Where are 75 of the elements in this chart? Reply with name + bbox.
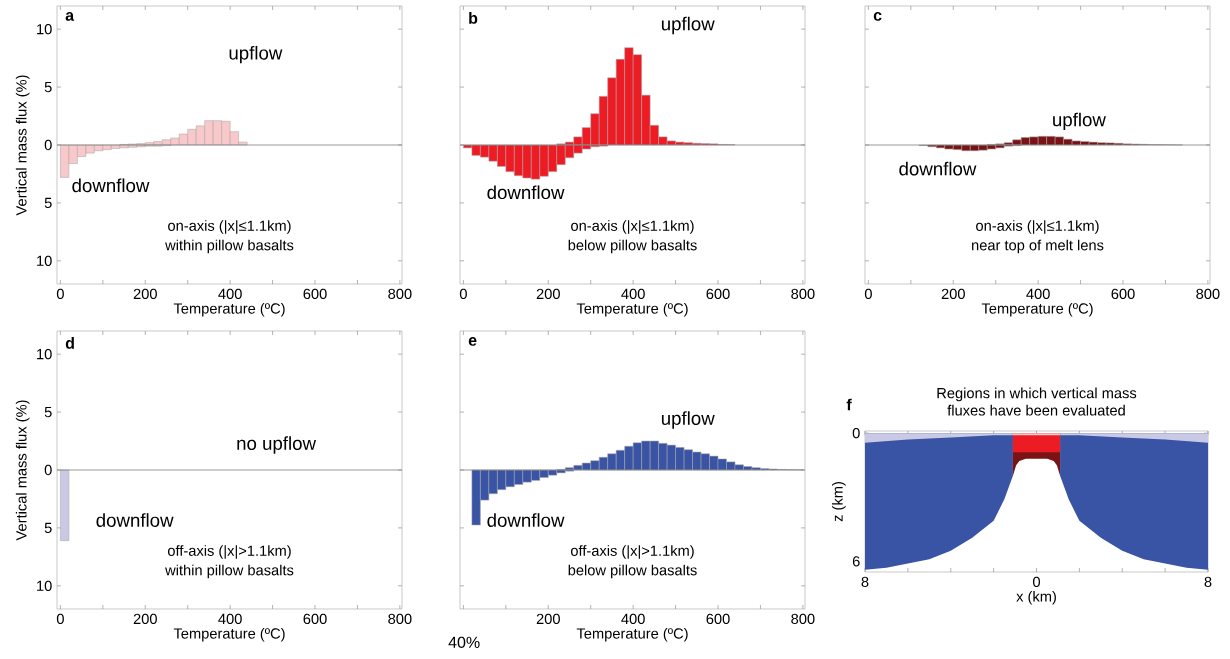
x-tick-label: 0 — [459, 288, 467, 300]
x-tick-label: 600 — [1111, 288, 1135, 300]
annotation: off-axis (|x|>1.1km) — [570, 545, 694, 559]
x-axis-title: x (km) — [1016, 590, 1056, 605]
x-tick-label: 800 — [388, 288, 412, 300]
chart-title: b — [469, 12, 478, 24]
annotation: upflow — [661, 16, 715, 35]
annotation: upflow — [229, 45, 283, 64]
y-tick-label: 10 — [37, 255, 52, 267]
chart-title: a — [65, 12, 75, 21]
annotation: on-axis (|x|≤1.1km) — [168, 220, 291, 234]
y-tick-label: 0 — [44, 139, 52, 151]
annotation: below pillow basalts — [568, 564, 697, 579]
annotation: on-axis (|x|≤1.1km) — [976, 220, 1099, 234]
x-tick-label: 200 — [133, 613, 157, 625]
annotation: within pillow basalts — [165, 239, 294, 254]
y-tick-label: 5 — [44, 197, 52, 209]
chart-title: d — [65, 337, 74, 349]
x-tick-label: 0 — [864, 288, 872, 300]
y-tick-label: 6 — [852, 556, 860, 567]
x-tick-label: 200 — [133, 288, 157, 300]
x-tick-label: 0 — [1033, 576, 1040, 588]
annotation: upflow — [1053, 112, 1106, 131]
x-axis-title: Temperature (ºC) — [576, 627, 688, 642]
annotation: downflow — [899, 161, 977, 176]
x-tick-label: 8 — [1204, 576, 1212, 588]
y-tick-label: 5 — [44, 81, 52, 93]
x-axis-title: Temperature (ºC) — [981, 302, 1093, 317]
x-tick-label: 600 — [706, 288, 730, 300]
x-tick-label: 400 — [218, 288, 242, 300]
x-tick-label: 200 — [536, 613, 560, 625]
annotation: upflow — [661, 411, 715, 429]
x-tick-label: 400 — [621, 613, 645, 625]
chart-title: c — [873, 12, 882, 21]
x-axis-title: Temperature (ºC) — [576, 302, 688, 317]
y-tick-label: 10 — [37, 23, 52, 35]
x-tick-label: 600 — [303, 288, 327, 300]
annotation: below pillow basalts — [568, 239, 697, 254]
annotation: within pillow basalts — [165, 564, 294, 579]
chart-title: e — [468, 337, 477, 346]
y-tick-label: 5 — [44, 522, 52, 534]
x-tick-label: 600 — [706, 613, 730, 625]
chart-subtitle: Regions in which vertical mass fluxes have been evaluated — [937, 387, 1137, 416]
annotation: downflow — [96, 513, 174, 527]
annotation: on-axis (|x|≤1.1km) — [571, 220, 694, 234]
x-tick-label: 400 — [1026, 288, 1050, 300]
x-tick-label: 8 — [861, 576, 869, 588]
y-tick-label: 0 — [44, 464, 52, 476]
annotation: downflow — [487, 513, 565, 527]
x-tick-label: 800 — [791, 613, 815, 625]
text: 40% — [448, 636, 480, 648]
annotation: off-axis (|x|>1.1km) — [167, 545, 291, 559]
chart-title: f — [846, 398, 852, 411]
x-tick-label: 0 — [56, 288, 64, 300]
x-axis-title: Temperature (ºC) — [173, 627, 285, 642]
x-tick-label: 800 — [1196, 288, 1220, 300]
x-tick-label: 600 — [303, 613, 327, 625]
x-tick-label: 800 — [791, 288, 815, 300]
y-axis-title: Vertical mass flux (%) — [15, 75, 30, 216]
x-axis-title: Temperature (ºC) — [173, 302, 285, 317]
y-tick-label: 10 — [37, 348, 52, 360]
y-tick-label: 5 — [44, 406, 52, 418]
y-axis-title: Vertical mass flux (%) — [15, 400, 30, 541]
x-tick-label: 400 — [621, 288, 645, 300]
x-tick-label: 0 — [56, 613, 64, 625]
annotation: downflow — [487, 185, 565, 200]
y-tick-label: 10 — [37, 580, 52, 592]
annotation: near top of melt lens — [972, 239, 1104, 254]
x-tick-label: 400 — [218, 613, 242, 625]
annotation: no upflow — [237, 436, 317, 454]
x-tick-label: 200 — [536, 288, 560, 300]
x-tick-label: 200 — [941, 288, 965, 300]
annotation: downflow — [72, 178, 150, 193]
x-tick-label: 800 — [388, 613, 412, 625]
y-axis-title: z (km) — [831, 482, 846, 522]
